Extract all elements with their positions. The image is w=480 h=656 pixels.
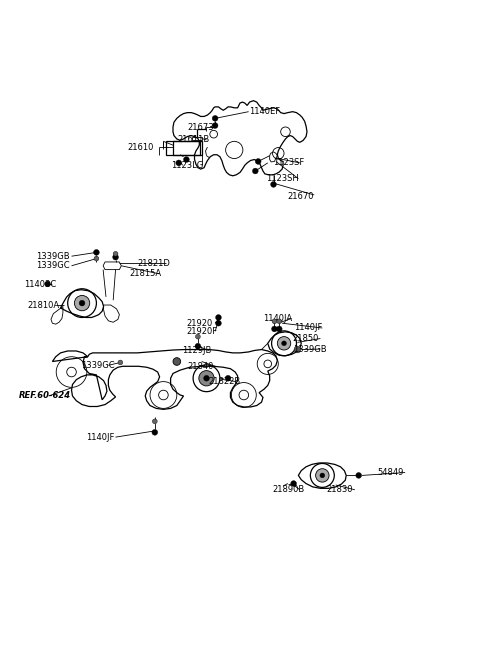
Text: 1123SH: 1123SH <box>266 174 299 183</box>
Text: 1140JF: 1140JF <box>294 323 322 333</box>
Circle shape <box>199 371 214 386</box>
Circle shape <box>277 337 291 350</box>
Text: 54849: 54849 <box>378 468 404 477</box>
Text: REF.60-624: REF.60-624 <box>19 392 71 400</box>
Circle shape <box>356 472 361 478</box>
Circle shape <box>212 123 218 129</box>
Text: 1123LG: 1123LG <box>170 161 203 170</box>
Text: 21822B: 21822B <box>209 377 241 386</box>
Text: 1129JB: 1129JB <box>181 346 211 355</box>
Circle shape <box>291 481 297 486</box>
Circle shape <box>152 430 157 435</box>
Text: 21673: 21673 <box>187 123 214 133</box>
Circle shape <box>272 319 277 323</box>
Circle shape <box>195 334 200 339</box>
Text: 21670: 21670 <box>288 192 314 201</box>
Circle shape <box>195 343 201 349</box>
Text: 1339GB: 1339GB <box>36 252 70 260</box>
Circle shape <box>94 249 99 255</box>
Circle shape <box>153 419 157 424</box>
Text: 21920: 21920 <box>186 319 213 328</box>
Circle shape <box>118 360 123 365</box>
Circle shape <box>204 375 209 381</box>
Circle shape <box>113 255 119 260</box>
Circle shape <box>272 326 277 332</box>
Text: 21890B: 21890B <box>273 485 305 494</box>
Text: 21611B: 21611B <box>178 135 210 144</box>
Circle shape <box>316 468 329 482</box>
Text: 1140EF: 1140EF <box>250 107 281 116</box>
Text: 21610: 21610 <box>128 142 154 152</box>
Text: 21850: 21850 <box>293 334 319 343</box>
Text: 21821D: 21821D <box>137 259 170 268</box>
Text: 1140JF: 1140JF <box>86 432 114 441</box>
Text: 1140JA: 1140JA <box>263 314 292 323</box>
Circle shape <box>252 168 258 174</box>
Circle shape <box>271 182 276 188</box>
Circle shape <box>277 319 282 323</box>
Circle shape <box>183 157 189 163</box>
Text: 1123SF: 1123SF <box>274 158 305 167</box>
Circle shape <box>45 281 50 287</box>
Text: 21815A: 21815A <box>129 270 161 278</box>
Circle shape <box>94 256 99 261</box>
Text: 11403C: 11403C <box>24 280 56 289</box>
Text: 21920F: 21920F <box>186 327 217 336</box>
Text: 1339GB: 1339GB <box>293 344 326 354</box>
Circle shape <box>320 473 324 478</box>
Text: 21830: 21830 <box>326 485 353 494</box>
Circle shape <box>294 346 301 353</box>
Circle shape <box>216 315 221 320</box>
Text: 21840: 21840 <box>187 362 214 371</box>
Circle shape <box>113 251 118 256</box>
Circle shape <box>79 300 85 306</box>
Circle shape <box>176 160 181 166</box>
Circle shape <box>216 320 221 326</box>
Circle shape <box>276 326 282 332</box>
Circle shape <box>173 358 180 365</box>
Text: 1339GC: 1339GC <box>36 261 70 270</box>
Circle shape <box>255 159 261 164</box>
Circle shape <box>212 115 218 121</box>
Circle shape <box>225 375 231 381</box>
Circle shape <box>282 341 287 346</box>
Text: 21810A: 21810A <box>27 300 59 310</box>
Circle shape <box>74 295 90 311</box>
Text: 1339GC: 1339GC <box>81 361 115 370</box>
